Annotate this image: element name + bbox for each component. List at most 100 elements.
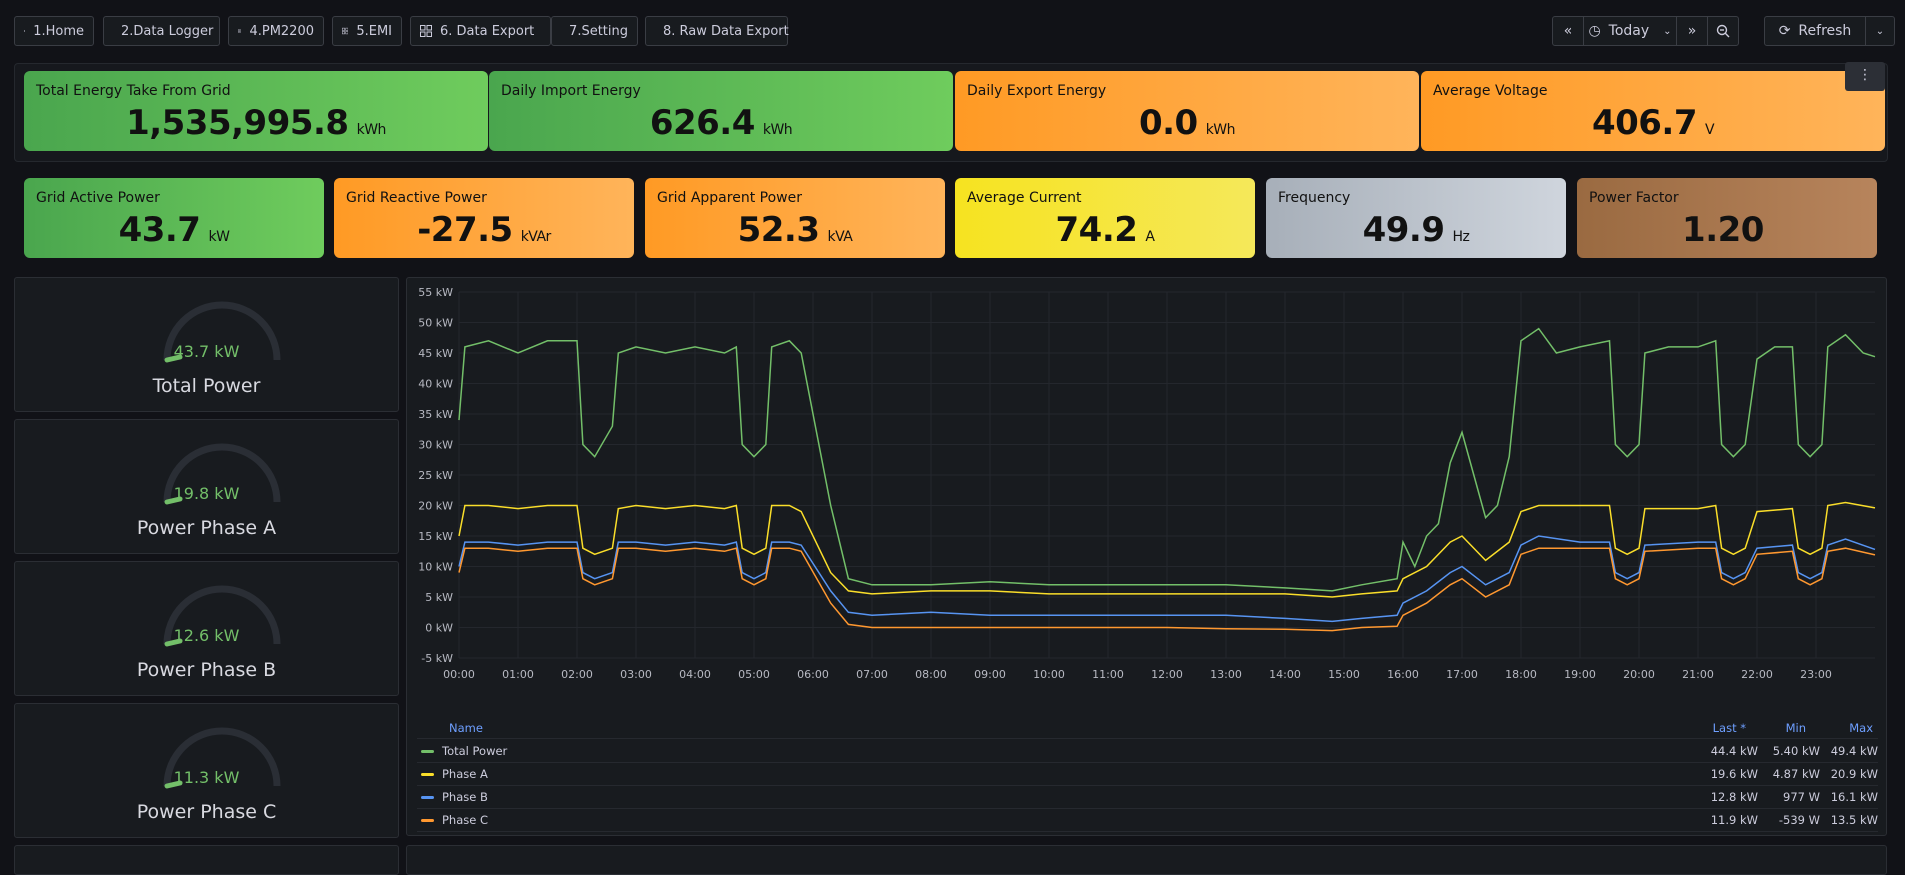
x-tick-label: 23:00: [1800, 668, 1832, 681]
nav-tab-5[interactable]: 6. Data Export: [410, 16, 551, 46]
bottom-panel-left: [14, 845, 399, 875]
gauge-panel: 19.8 kW Power Phase A: [14, 419, 399, 554]
stat-value-wrap: 406.7 V: [1421, 103, 1885, 143]
dashboard-grid-icon: [24, 25, 25, 37]
stat-card: Daily Export Energy 0.0 kWh: [955, 71, 1419, 151]
legend-name-header[interactable]: Name: [449, 721, 483, 735]
nav-tab-label: 1.Home: [33, 24, 84, 39]
gauge-label: Total Power: [15, 375, 398, 397]
stat-unit: Hz: [1453, 229, 1470, 245]
gauge-value: 43.7 kW: [15, 342, 398, 361]
gauge-label: Power Phase A: [15, 517, 398, 539]
x-tick-label: 20:00: [1623, 668, 1655, 681]
bottom-panel-right: [406, 845, 1887, 875]
nav-tab-2[interactable]: 2.Data Logger: [103, 16, 220, 46]
gauge-label: Power Phase B: [15, 659, 398, 681]
legend-min: -539 W: [1779, 813, 1820, 827]
nav-tab-label: 4.PM2200: [249, 24, 314, 39]
x-tick-label: 06:00: [797, 668, 829, 681]
refresh-icon: ⟳: [1779, 23, 1791, 39]
stat-unit: A: [1145, 229, 1154, 245]
legend-max: 20.9 kW: [1831, 767, 1878, 781]
nav-tab-1[interactable]: 1.Home: [14, 16, 94, 46]
legend-last-header[interactable]: Last *: [1713, 721, 1746, 735]
nav-tab-6[interactable]: 7.Setting: [551, 16, 638, 46]
stat-value: 74.2: [1056, 210, 1138, 250]
stat-title: Total Energy Take From Grid: [36, 83, 231, 99]
chevron-down-icon: ⌄: [1663, 26, 1671, 37]
y-tick-label: 45 kW: [418, 347, 453, 360]
nav-tab-4[interactable]: 5.EMI: [332, 16, 402, 46]
legend-max: 16.1 kW: [1831, 790, 1878, 804]
refresh-button[interactable]: ⟳ Refresh: [1764, 16, 1866, 46]
stat-value-wrap: 1.20: [1577, 210, 1877, 250]
stat-value: 1,535,995.8: [126, 103, 349, 143]
series-swatch: [421, 750, 434, 753]
zoom-out-button[interactable]: [1707, 16, 1739, 46]
stat-title: Power Factor: [1589, 190, 1679, 206]
legend-min: 5.40 kW: [1773, 744, 1820, 758]
nav-tab-label: 7.Setting: [569, 24, 628, 39]
legend-series-name: Phase A: [442, 767, 488, 781]
time-range-label: Today: [1609, 23, 1650, 39]
y-tick-label: 35 kW: [418, 408, 453, 421]
stat-unit: kWh: [1206, 122, 1235, 138]
stat-value: 1.20: [1682, 210, 1764, 250]
legend-last: 19.6 kW: [1711, 767, 1758, 781]
dashboard-grid-icon: [342, 25, 348, 37]
x-tick-label: 04:00: [679, 668, 711, 681]
stat-unit: V: [1705, 122, 1714, 138]
stat-unit: kW: [208, 229, 229, 245]
x-tick-label: 15:00: [1328, 668, 1360, 681]
stat-title: Frequency: [1278, 190, 1350, 206]
stat-value: 52.3: [738, 210, 820, 250]
stat-value: 49.9: [1363, 210, 1445, 250]
x-tick-label: 14:00: [1269, 668, 1301, 681]
panel-menu-button[interactable]: ⋮: [1845, 62, 1885, 91]
stat-value: 0.0: [1139, 103, 1198, 143]
series-swatch: [421, 773, 434, 776]
x-tick-label: 19:00: [1564, 668, 1596, 681]
legend-series-name: Phase C: [442, 813, 488, 827]
stat-title: Daily Export Energy: [967, 83, 1106, 99]
stat-value: 406.7: [1592, 103, 1697, 143]
gauge-value: 19.8 kW: [15, 484, 398, 503]
nav-tab-7[interactable]: 8. Raw Data Export: [645, 16, 788, 46]
legend-last: 12.8 kW: [1711, 790, 1758, 804]
time-back-button[interactable]: «: [1552, 16, 1584, 46]
time-forward-button[interactable]: »: [1676, 16, 1708, 46]
x-tick-label: 10:00: [1033, 668, 1065, 681]
stat-unit: kWh: [763, 122, 792, 138]
y-tick-label: 40 kW: [418, 378, 453, 391]
time-range-picker[interactable]: ◷ Today ⌄: [1583, 16, 1677, 46]
stat-card: Frequency 49.9 Hz: [1266, 178, 1566, 258]
dashboard-grid-icon: [238, 25, 241, 37]
refresh-interval-dropdown[interactable]: ⌄: [1865, 16, 1895, 46]
y-tick-label: 50 kW: [418, 317, 453, 330]
y-tick-label: 0 kW: [425, 622, 453, 635]
stat-title: Grid Reactive Power: [346, 190, 487, 206]
nav-tab-3[interactable]: 4.PM2200: [228, 16, 324, 46]
nav-tab-label: 2.Data Logger: [121, 24, 213, 39]
x-tick-label: 09:00: [974, 668, 1006, 681]
x-tick-label: 01:00: [502, 668, 534, 681]
legend-max-header[interactable]: Max: [1849, 721, 1873, 735]
stat-title: Average Current: [967, 190, 1082, 206]
legend-min-header[interactable]: Min: [1786, 721, 1806, 735]
dashboard-grid-icon: [420, 25, 432, 37]
clock-icon: ◷: [1588, 23, 1600, 39]
y-tick-label: 20 kW: [418, 500, 453, 513]
y-tick-label: 25 kW: [418, 469, 453, 482]
x-tick-label: 05:00: [738, 668, 770, 681]
y-tick-label: 10 kW: [418, 561, 453, 574]
